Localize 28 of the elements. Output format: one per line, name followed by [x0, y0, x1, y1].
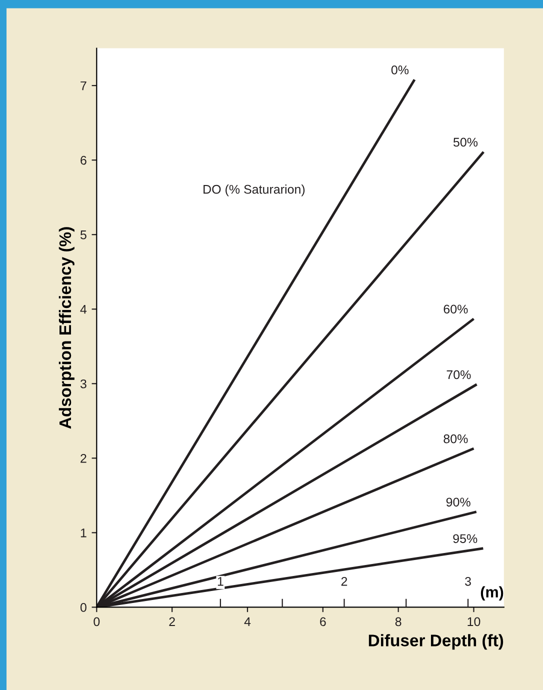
series-label: 60%	[444, 304, 468, 314]
x-tick-label: 10	[468, 617, 480, 626]
x-tick-label: 6	[320, 617, 326, 626]
y-tick-label: 3	[80, 379, 86, 388]
x-tick-label: 2	[169, 617, 175, 626]
y-tick-label: 4	[80, 305, 87, 314]
y-tick-label: 7	[80, 81, 86, 90]
x-tick-label: 0	[94, 617, 100, 626]
series-label: 50%	[453, 138, 478, 147]
y-tick-label: 5	[80, 230, 86, 240]
x2-tick-label: 1	[218, 577, 224, 586]
series-label: 90%	[446, 498, 470, 507]
x2-tick-label: 2	[341, 576, 348, 586]
x-tick-label: 4	[244, 617, 251, 626]
series-label: 80%	[444, 434, 468, 444]
y-tick-label: 6	[80, 156, 86, 165]
series-label: 0%	[391, 66, 409, 74]
x2-axis-title: (m)	[480, 586, 504, 600]
y-tick-label: 2	[80, 454, 86, 463]
y-axis-title: Adsorption Efficiency (%)	[58, 227, 74, 429]
annotation: DO (% Saturarion)	[204, 184, 305, 196]
y-tick-label: 0	[80, 603, 86, 612]
series-label: 70%	[446, 370, 471, 380]
x-tick-label: 8	[395, 617, 402, 626]
x2-tick-label: 3	[465, 576, 471, 586]
x-axis-title: Difuser Depth (ft)	[368, 634, 504, 650]
series-label: 95%	[453, 534, 478, 544]
y-tick-label: 1	[80, 528, 86, 538]
